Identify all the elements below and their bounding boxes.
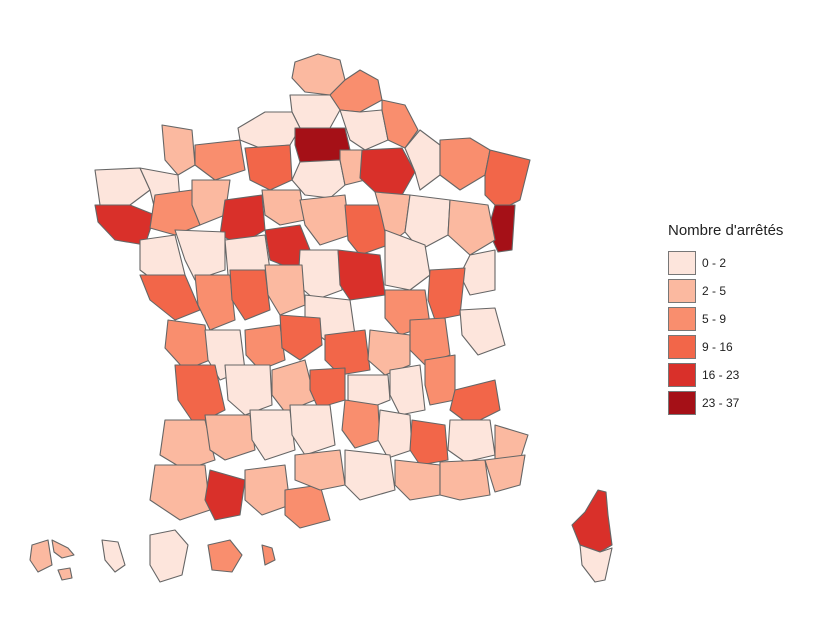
department	[271, 359, 316, 413]
department	[427, 267, 466, 321]
department	[394, 459, 441, 501]
legend: Nombre d'arrêtés 0 - 2 2 - 5 5 - 9 9 - 1…	[668, 222, 783, 417]
department	[279, 314, 323, 361]
department	[164, 319, 211, 371]
department	[409, 419, 449, 466]
department	[207, 539, 243, 573]
department	[149, 464, 211, 521]
department	[161, 124, 196, 176]
department	[459, 249, 496, 296]
department	[377, 409, 413, 459]
legend-swatch	[668, 251, 696, 275]
department	[294, 449, 346, 491]
legend-label: 9 - 16	[702, 340, 733, 354]
department	[289, 404, 336, 456]
legend-entry: 9 - 16	[668, 333, 783, 361]
department	[204, 414, 256, 461]
legend-swatch	[668, 279, 696, 303]
legend-swatch	[668, 363, 696, 387]
department	[439, 459, 491, 501]
department	[341, 399, 381, 449]
legend-entry: 23 - 37	[668, 389, 783, 417]
department	[424, 354, 456, 406]
department	[261, 544, 276, 566]
legend-label: 0 - 2	[702, 256, 727, 270]
department	[337, 249, 386, 301]
department	[339, 149, 366, 186]
department	[194, 139, 246, 181]
department	[191, 179, 231, 226]
department	[384, 229, 431, 291]
legend-entry: 2 - 5	[668, 277, 783, 305]
department	[579, 544, 613, 583]
department	[51, 539, 75, 559]
department	[571, 489, 613, 553]
department	[344, 449, 396, 501]
legend-entries: 0 - 2 2 - 5 5 - 9 9 - 16 16 - 23 23 - 37	[668, 249, 783, 417]
legend-label: 16 - 23	[702, 368, 740, 382]
department	[299, 194, 351, 246]
department	[94, 167, 151, 206]
legend-swatch	[668, 335, 696, 359]
department	[344, 204, 389, 256]
department	[101, 539, 126, 573]
department	[459, 307, 506, 356]
department	[244, 144, 293, 191]
department	[149, 529, 189, 583]
department	[244, 324, 286, 371]
department	[484, 149, 531, 211]
mainland-departments	[94, 53, 531, 529]
department	[57, 567, 73, 581]
department	[324, 329, 371, 376]
legend-label: 5 - 9	[702, 312, 727, 326]
legend-label: 23 - 37	[702, 396, 740, 410]
legend-entry: 5 - 9	[668, 305, 783, 333]
department	[359, 147, 416, 196]
legend-swatch	[668, 307, 696, 331]
department	[439, 137, 491, 191]
legend-label: 2 - 5	[702, 284, 727, 298]
department	[447, 199, 496, 256]
department	[261, 189, 306, 226]
department	[194, 274, 236, 331]
department	[484, 454, 526, 493]
department	[244, 464, 291, 516]
department	[204, 469, 246, 521]
department	[139, 274, 201, 321]
legend-entry: 0 - 2	[668, 249, 783, 277]
legend-title: Nombre d'arrêtés	[668, 222, 784, 239]
department	[229, 269, 271, 321]
department	[447, 419, 496, 463]
department	[389, 364, 426, 416]
department	[449, 379, 501, 426]
department	[309, 367, 346, 409]
department	[29, 539, 53, 573]
legend-swatch	[668, 391, 696, 415]
overseas-departments	[29, 529, 276, 583]
legend-entry: 16 - 23	[668, 361, 783, 389]
department	[264, 264, 306, 316]
department	[404, 194, 451, 251]
department	[249, 409, 296, 461]
department	[224, 364, 273, 416]
department	[284, 484, 331, 529]
department	[237, 111, 301, 149]
corsica	[571, 489, 613, 583]
